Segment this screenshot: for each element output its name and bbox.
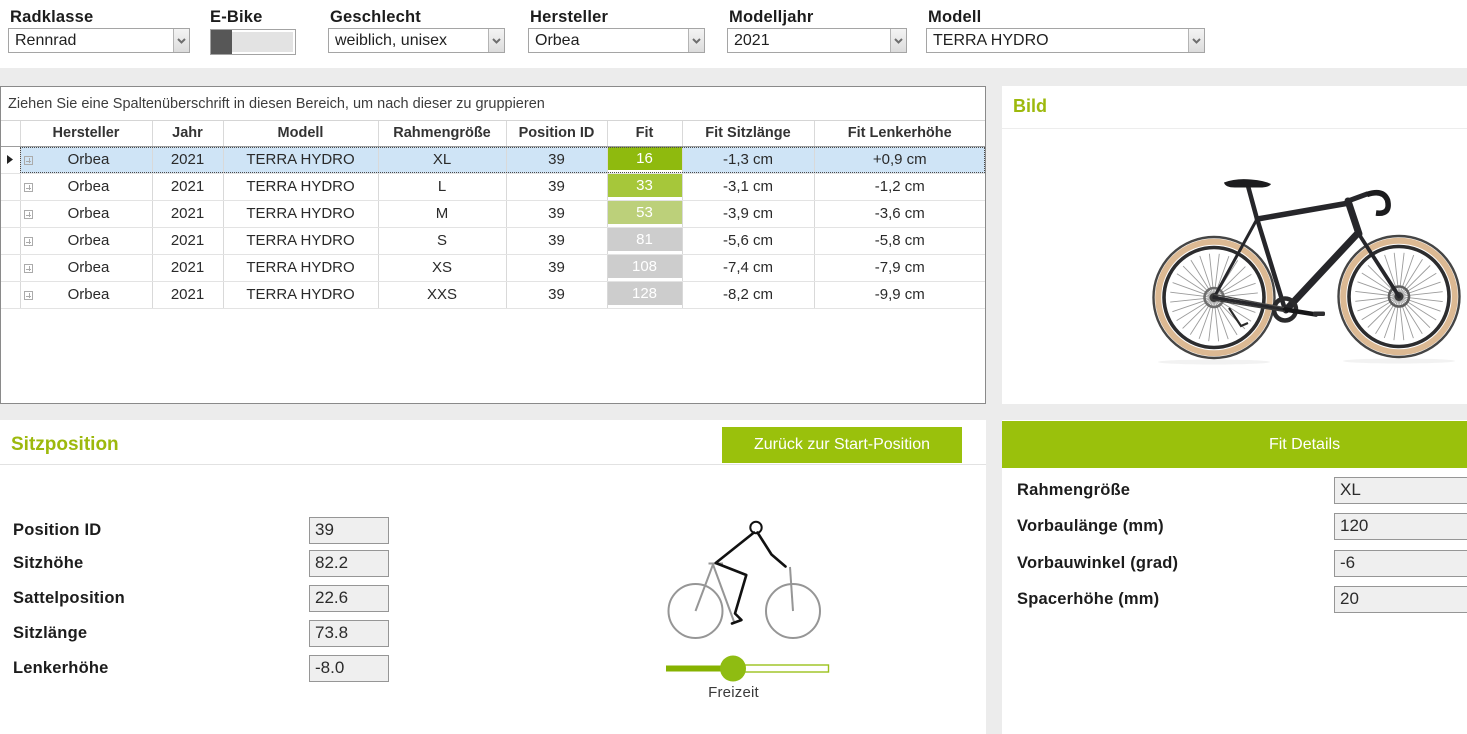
svg-text:Freizeit: Freizeit <box>708 684 759 701</box>
